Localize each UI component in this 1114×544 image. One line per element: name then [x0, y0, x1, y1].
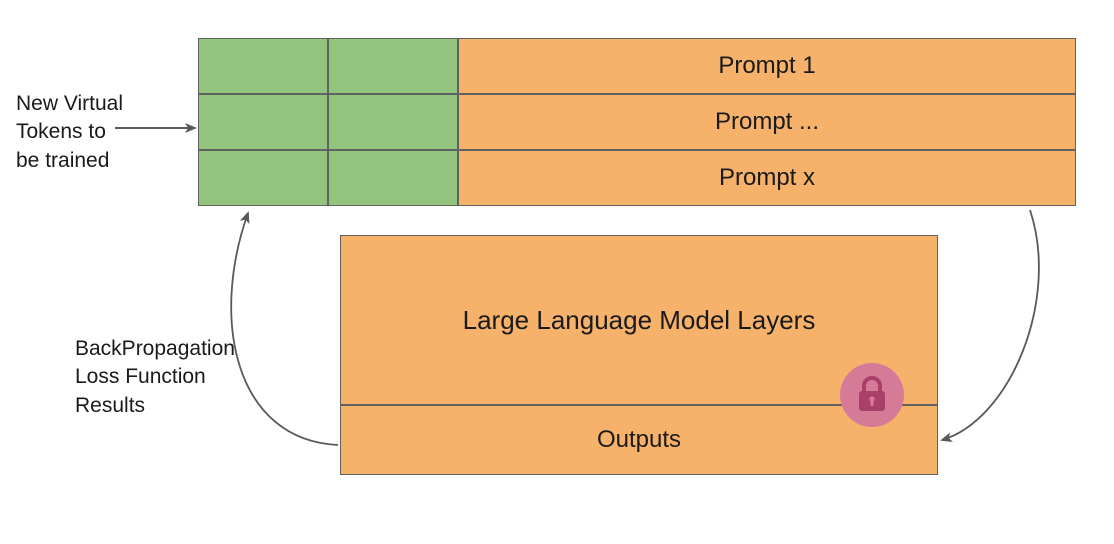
virtual-token-cell: [198, 150, 328, 206]
virtual-token-cell: [198, 38, 328, 94]
top-grid: Prompt 1 Prompt ... Prompt x: [198, 38, 1076, 206]
right-curve-arrow: [942, 210, 1039, 440]
backprop-label: BackPropagation Loss Function Results: [75, 335, 335, 420]
virtual-tokens-label-line: Tokens to: [16, 118, 191, 146]
backprop-label-line: BackPropagation: [75, 335, 335, 363]
llm-layers-label: Large Language Model Layers: [463, 305, 816, 336]
lock-icon: [840, 363, 904, 427]
outputs-label: Outputs: [597, 426, 681, 454]
virtual-token-cell: [328, 38, 458, 94]
prompt-cell: Prompt 1: [458, 38, 1076, 94]
backprop-label-line: Results: [75, 392, 335, 420]
virtual-tokens-label-line: New Virtual: [16, 90, 191, 118]
prompt-label: Prompt ...: [715, 108, 819, 136]
backprop-label-line: Loss Function: [75, 363, 335, 391]
virtual-token-cell: [328, 94, 458, 150]
virtual-tokens-label: New Virtual Tokens to be trained: [16, 90, 191, 175]
virtual-token-cell: [198, 94, 328, 150]
prompt-cell: Prompt ...: [458, 94, 1076, 150]
prompt-label: Prompt x: [719, 164, 815, 192]
virtual-token-cell: [328, 150, 458, 206]
prompt-cell: Prompt x: [458, 150, 1076, 206]
virtual-tokens-label-line: be trained: [16, 147, 191, 175]
prompt-label: Prompt 1: [718, 52, 815, 80]
